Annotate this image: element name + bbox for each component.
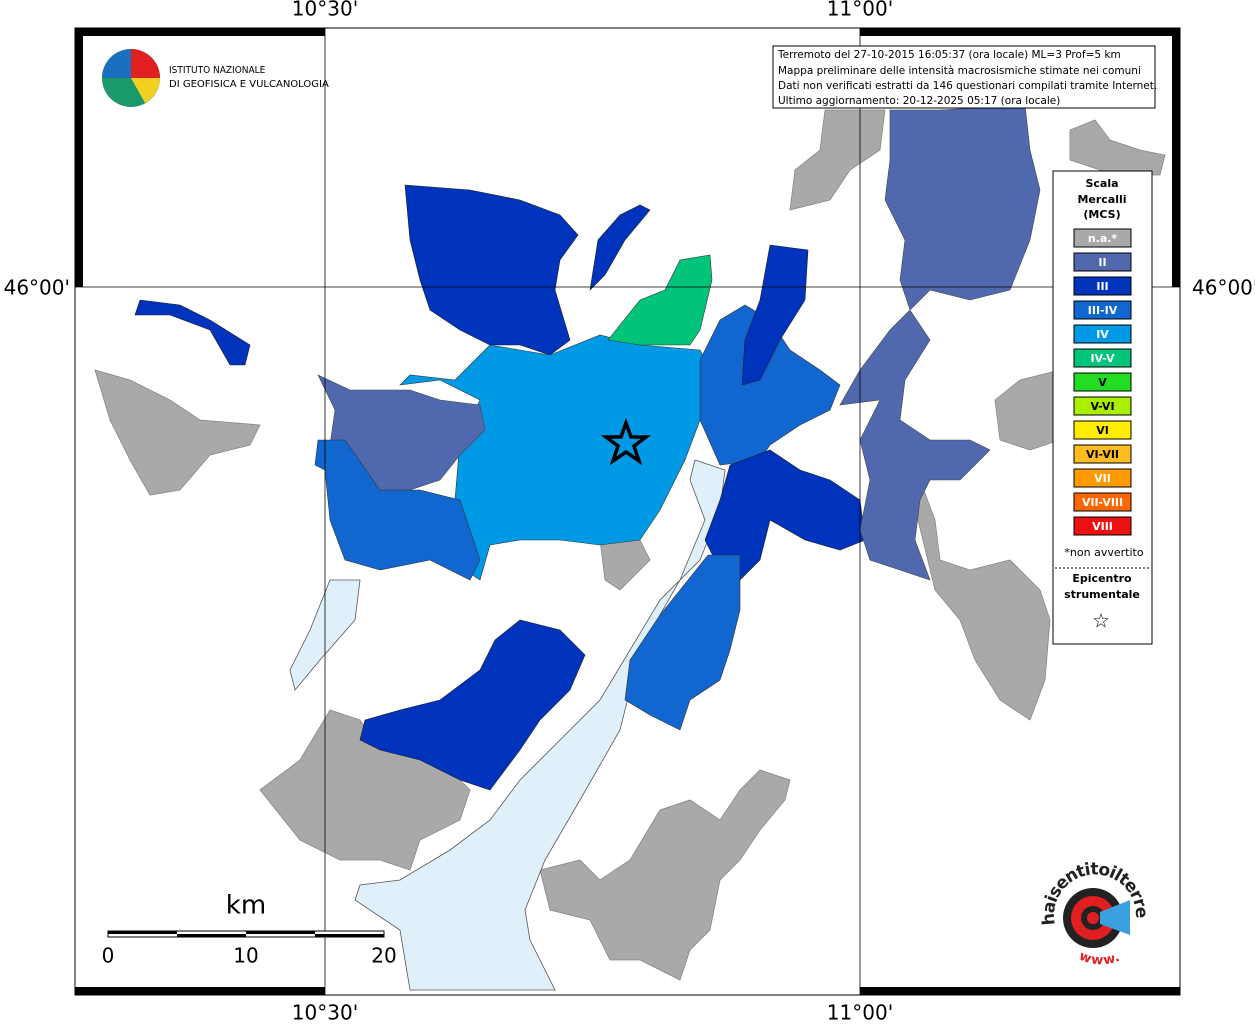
- info-box-frame: [772, 45, 1156, 109]
- legend-label: VI-VII: [1086, 448, 1119, 461]
- region: [607, 254, 713, 346]
- region: [359, 619, 586, 791]
- logo-globe: [131, 78, 160, 103]
- info-line: Dati non verificati estratti da 146 ques…: [778, 80, 1157, 92]
- coord-label: 11°00': [827, 1001, 893, 1024]
- legend-note: *non avvertito: [1064, 546, 1143, 559]
- region: [917, 479, 1051, 721]
- coord-label: 46°00': [1192, 276, 1255, 300]
- legend-label: VII: [1094, 472, 1111, 485]
- info-line: Ultimo aggiornamento: 20-12-2025 05:17 (…: [778, 95, 1060, 107]
- legend-label: III-IV: [1088, 304, 1118, 317]
- frame-bar: [75, 28, 83, 287]
- legend-swatch: [1073, 420, 1132, 440]
- legend-label: VIII: [1092, 520, 1113, 533]
- logo-globe: [102, 49, 131, 78]
- info-line: Terremoto del 27-10-2015 16:05:37 (ora l…: [777, 49, 1121, 61]
- coord-label: 10°30': [292, 1001, 358, 1024]
- region: [539, 769, 791, 981]
- legend-epicenter-symbol: ☆: [1092, 609, 1110, 633]
- legend-label: IV-V: [1090, 352, 1115, 365]
- legend-swatch: [1073, 276, 1132, 296]
- logo-text: DI GEOFISICA E VULCANOLOGIA: [169, 79, 329, 90]
- region: [599, 539, 651, 591]
- logo-text: ISTITUTO NAZIONALE: [169, 65, 266, 76]
- watermark-horn: [1100, 900, 1130, 935]
- region: [1069, 119, 1166, 176]
- logo-globe: [131, 49, 160, 78]
- regions: [94, 104, 1166, 991]
- scale-bar: km 0 10 20: [102, 891, 397, 968]
- epicenter-star: [600, 417, 652, 466]
- region: [704, 449, 866, 581]
- legend-label: III: [1096, 280, 1108, 293]
- scale-bar-seg: [315, 934, 384, 937]
- scale-tick: 10: [233, 944, 258, 968]
- scale-bar-seg: [177, 934, 246, 937]
- scale-unit: km: [226, 891, 266, 921]
- frame-bar: [860, 28, 1180, 36]
- region: [314, 439, 481, 581]
- watermark-circle: [1087, 912, 1099, 924]
- legend-swatch: [1073, 516, 1132, 536]
- legend-swatch: [1073, 468, 1132, 488]
- legend-swatch: [1073, 300, 1132, 320]
- frame-bar: [75, 28, 325, 36]
- scale-bar-seg: [246, 931, 315, 934]
- legend-label: VII-VIII: [1082, 496, 1123, 509]
- region: [994, 369, 1061, 451]
- legend-epicenter: Epicentro: [1072, 572, 1132, 585]
- region: [404, 184, 579, 356]
- legend-swatch: [1073, 444, 1132, 464]
- legend-label: II: [1098, 256, 1106, 269]
- coord-label: 11°00': [827, 0, 893, 21]
- scale-tick: 0: [102, 944, 115, 968]
- region: [589, 204, 651, 291]
- legend-title: Mercalli: [1077, 193, 1126, 206]
- legend-label: VI: [1096, 424, 1109, 437]
- info-box: Terremoto del 27-10-2015 16:05:37 (ora l…: [772, 45, 1157, 109]
- watermark-prefix-path: www.: [1077, 948, 1121, 968]
- region: [94, 369, 261, 496]
- legend-swatch: [1073, 396, 1132, 416]
- legend-swatch: [1073, 228, 1132, 248]
- legend-swatch: [1073, 348, 1132, 368]
- frame-bar: [860, 987, 1180, 995]
- legend-swatch: [1073, 372, 1132, 392]
- watermark-prefix: www.: [1077, 948, 1121, 968]
- frame-bar: [1172, 28, 1180, 287]
- legend-swatch: [1073, 252, 1132, 272]
- region: [884, 104, 1041, 311]
- scale-bar-seg: [108, 931, 177, 934]
- legend-swatch: [1073, 324, 1132, 344]
- legend-epicenter: strumentale: [1064, 588, 1140, 601]
- scale-tick: 20: [371, 944, 396, 968]
- region: [789, 109, 886, 211]
- frame-bar: [75, 987, 325, 995]
- region: [741, 244, 809, 386]
- frame: 10°30' 11°00' 10°30' 11°00' 46°00' 46°00…: [4, 0, 1255, 1024]
- legend-label: V-VI: [1090, 400, 1114, 413]
- region: [699, 304, 841, 466]
- legend-label: V: [1098, 376, 1107, 389]
- legend: Scala Mercalli (MCS) *non avvertito Epic…: [1052, 170, 1153, 645]
- legend-label: IV: [1096, 328, 1109, 341]
- region: [624, 554, 741, 731]
- region: [399, 334, 711, 581]
- legend-title: Scala: [1085, 177, 1118, 190]
- ingv-logo: ISTITUTO NAZIONALE DI GEOFISICA E VULCAN…: [102, 49, 329, 107]
- region: [134, 299, 251, 366]
- info-line: Mappa preliminare delle intensità macros…: [778, 65, 1141, 77]
- legend-label: n.a.*: [1088, 232, 1118, 245]
- coord-label: 46°00': [4, 276, 70, 300]
- map-border: [74, 27, 1181, 996]
- coord-label: 10°30': [292, 0, 358, 21]
- legend-title: (MCS): [1083, 208, 1120, 221]
- legend-swatch: [1073, 492, 1132, 512]
